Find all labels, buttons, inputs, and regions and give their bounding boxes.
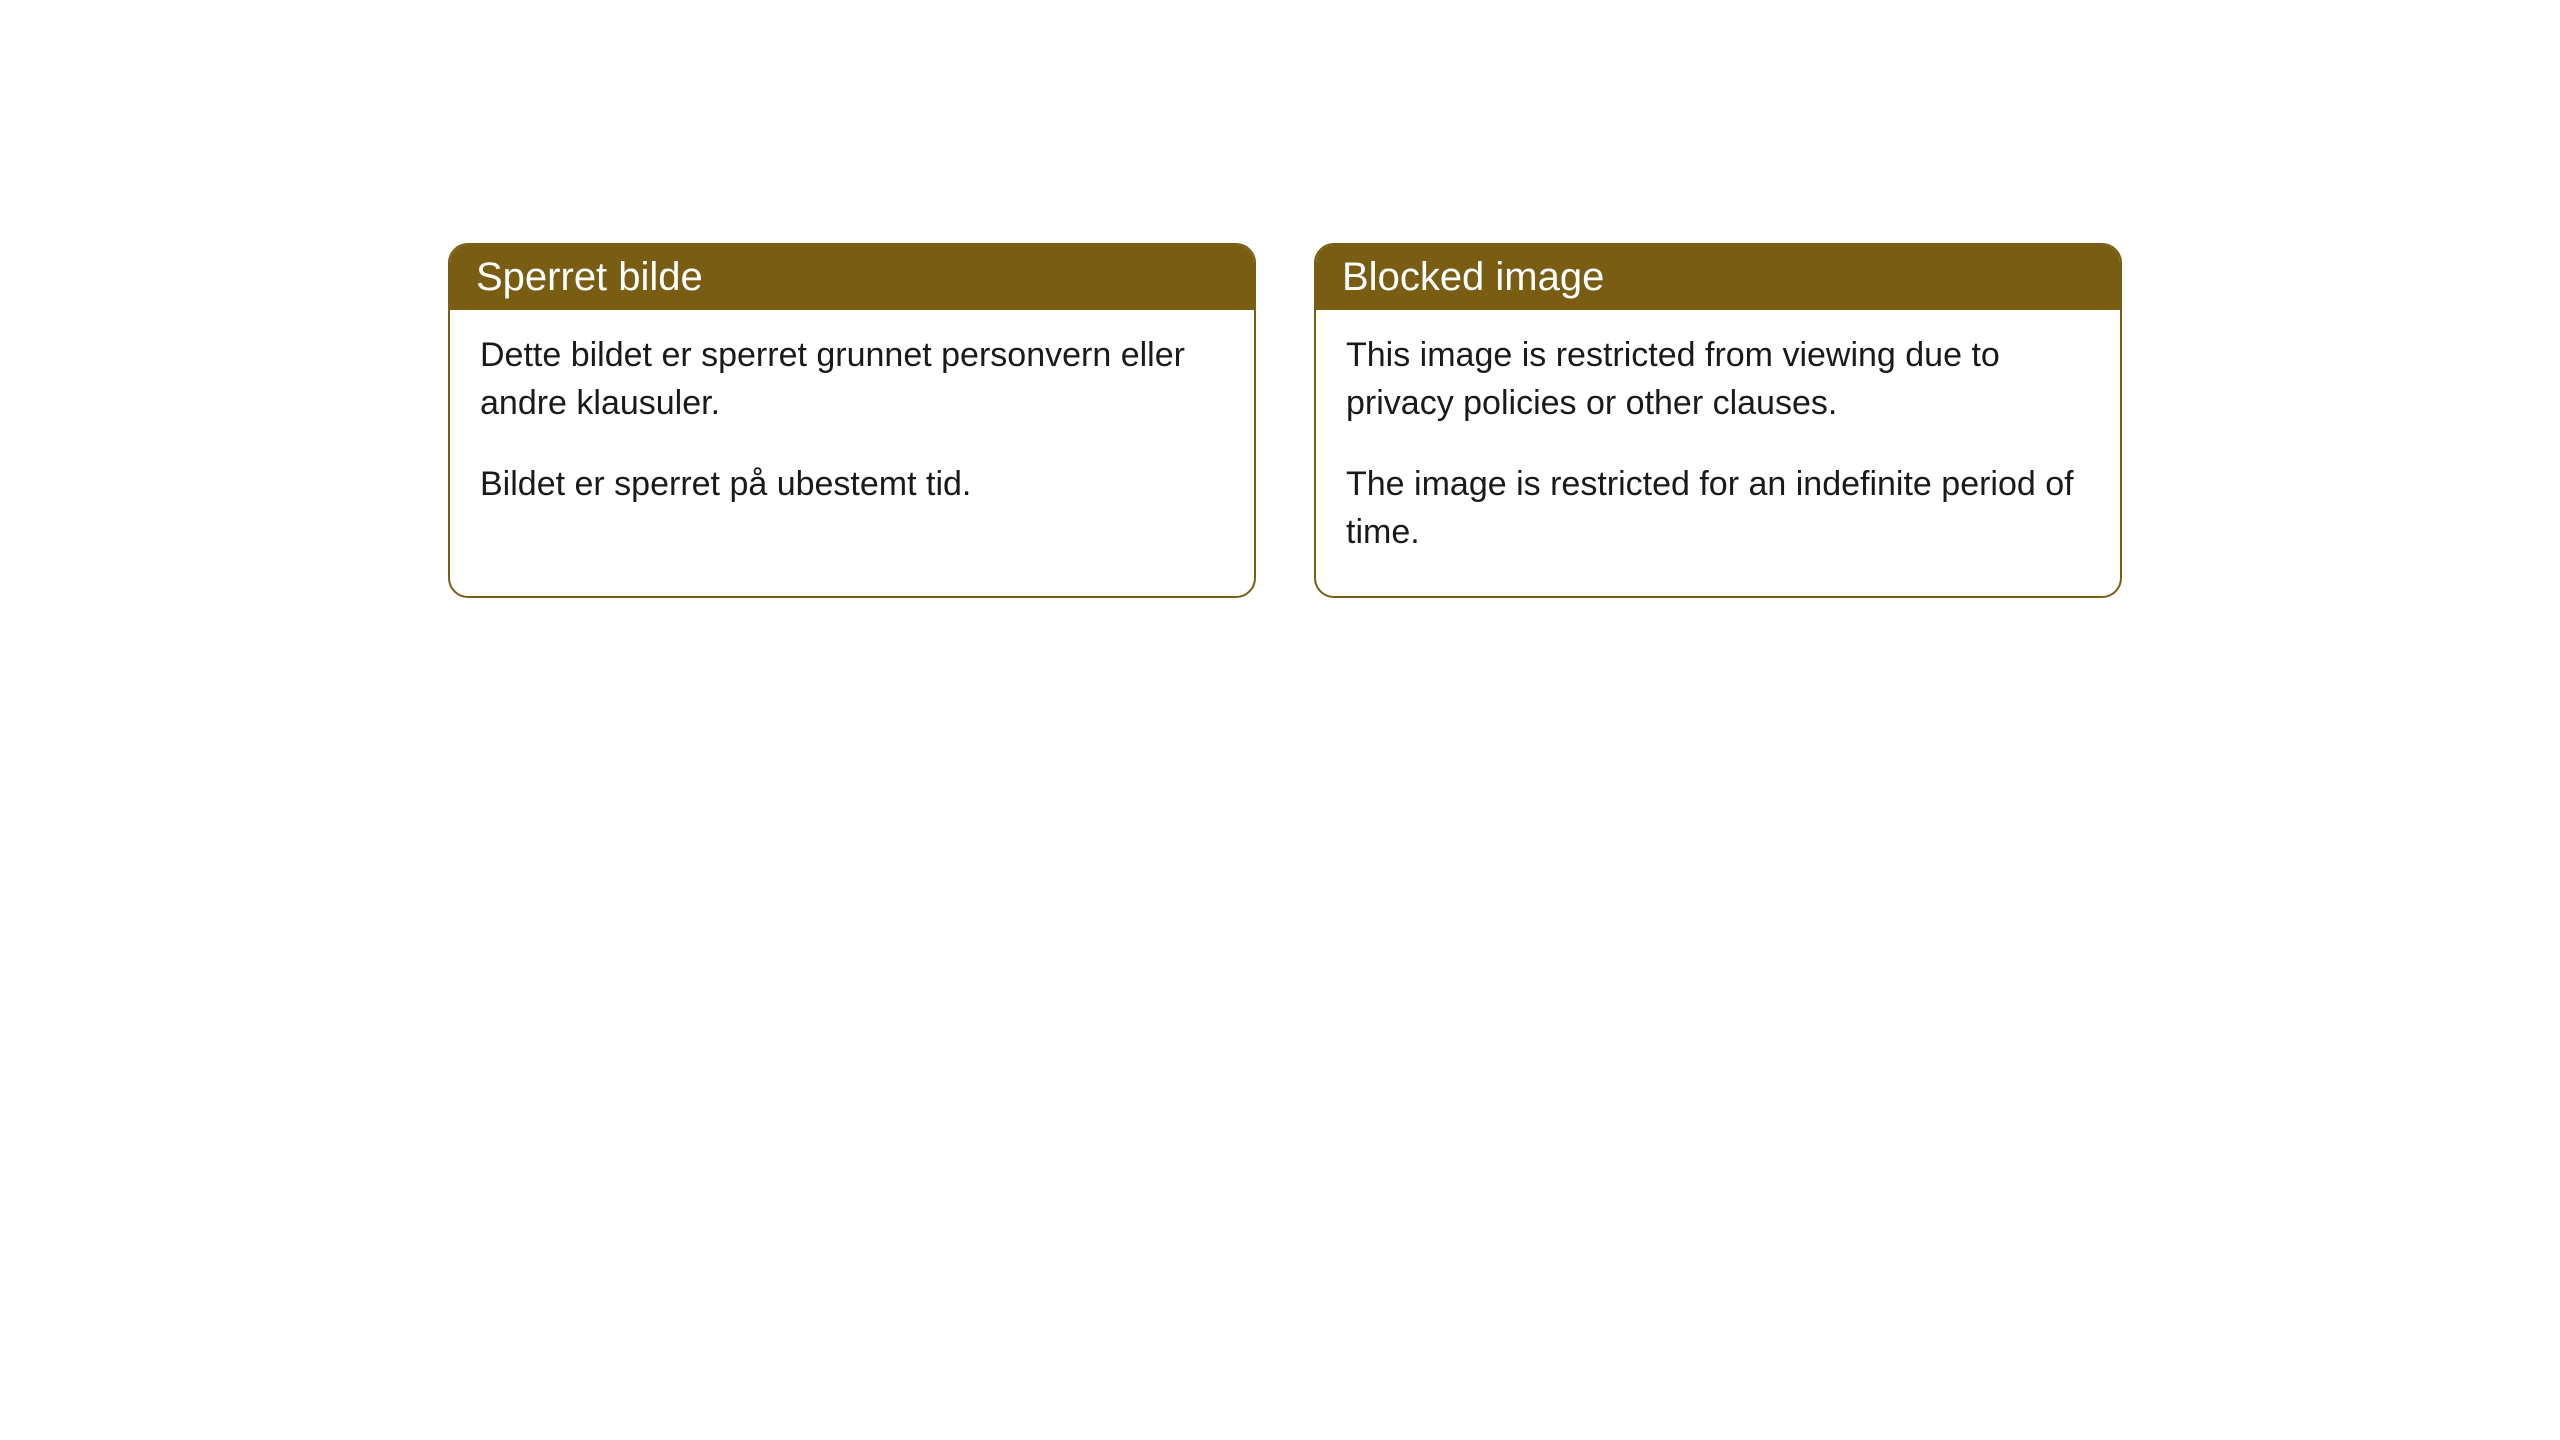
card-header: Sperret bilde bbox=[450, 245, 1254, 310]
card-paragraph: Dette bildet er sperret grunnet personve… bbox=[480, 332, 1224, 427]
card-header: Blocked image bbox=[1316, 245, 2120, 310]
card-body: Dette bildet er sperret grunnet personve… bbox=[450, 310, 1254, 549]
cards-container: Sperret bilde Dette bildet er sperret gr… bbox=[448, 243, 2560, 598]
blocked-image-card-english: Blocked image This image is restricted f… bbox=[1314, 243, 2122, 598]
card-paragraph: Bildet er sperret på ubestemt tid. bbox=[480, 461, 1224, 509]
blocked-image-card-norwegian: Sperret bilde Dette bildet er sperret gr… bbox=[448, 243, 1256, 598]
card-title: Sperret bilde bbox=[476, 255, 703, 299]
card-paragraph: This image is restricted from viewing du… bbox=[1346, 332, 2090, 427]
card-body: This image is restricted from viewing du… bbox=[1316, 310, 2120, 596]
card-title: Blocked image bbox=[1342, 255, 1604, 299]
card-paragraph: The image is restricted for an indefinit… bbox=[1346, 461, 2090, 556]
